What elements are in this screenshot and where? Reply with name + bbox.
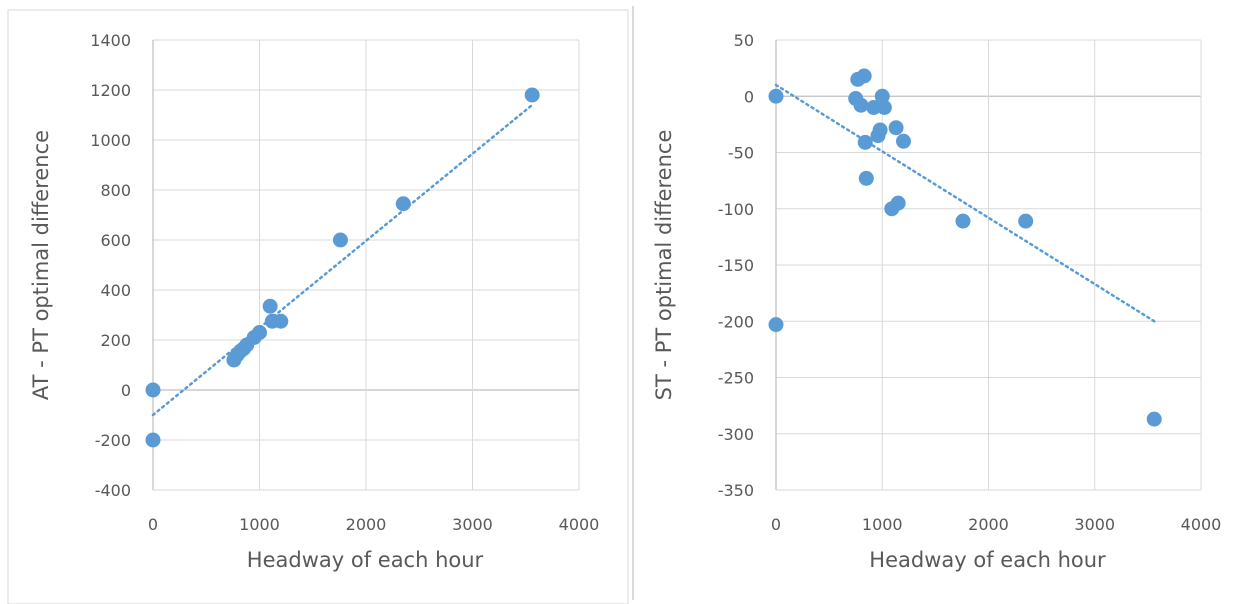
data-point [395, 196, 411, 212]
data-point [1018, 213, 1034, 229]
x-tick-label: 4000 [559, 515, 600, 534]
data-point [768, 88, 784, 104]
data-point [890, 195, 906, 211]
y-tick-label: -200 [718, 312, 754, 331]
data-point [874, 88, 890, 104]
data-point [145, 432, 161, 448]
y-tick-label: -200 [95, 431, 131, 450]
y-axis-title: ST - PT optimal difference [652, 130, 676, 401]
y-tick-label: -100 [718, 200, 754, 219]
data-point [856, 68, 872, 84]
data-point [857, 134, 873, 150]
x-axis-title: Headway of each hour [247, 548, 484, 572]
y-tick-label: -300 [718, 425, 754, 444]
data-point [866, 100, 882, 115]
y-tick-label: 200 [100, 331, 131, 350]
x-axis-title: Headway of each hour [869, 548, 1106, 572]
x-tick-label: 2000 [346, 515, 387, 534]
data-point [876, 100, 892, 115]
x-tick-label: 0 [148, 515, 158, 534]
x-tick-label: 1000 [239, 515, 280, 534]
x-tick-label: 3000 [1074, 515, 1115, 534]
x-tick-label: 3000 [452, 515, 493, 534]
data-point [853, 97, 869, 113]
y-axis-title: AT - PT optimal difference [29, 130, 53, 400]
data-point [524, 87, 540, 103]
y-tick-label: -150 [718, 256, 754, 275]
y-tick-label: -50 [728, 144, 754, 163]
trend-line [151, 103, 534, 417]
y-tick-label: 0 [121, 381, 131, 400]
y-tick-label: -350 [718, 481, 754, 500]
data-point [896, 133, 911, 149]
data-point [768, 317, 784, 333]
y-tick-label: 1000 [90, 131, 131, 150]
data-point [888, 120, 904, 136]
data-point [273, 313, 289, 329]
data-point [858, 170, 874, 186]
right-scatter-panel: 50 0 -50 -100 -150 -200 -250 -300 -350 0 1000 2000 3… [652, 31, 1221, 572]
x-tick-label: 4000 [1181, 515, 1222, 534]
trend-line [774, 83, 1156, 323]
x-tick-label: 1000 [862, 515, 903, 534]
data-point [252, 325, 267, 340]
data-point [1146, 411, 1162, 427]
chart-frame [7, 9, 629, 604]
y-tick-label: 1200 [90, 81, 131, 100]
y-tick-label: 600 [100, 231, 131, 250]
x-tick-label: 2000 [968, 515, 1009, 534]
y-tick-label: 400 [100, 281, 131, 300]
y-tick-label: 1400 [90, 31, 131, 50]
y-tick-label: 0 [744, 87, 754, 106]
x-tick-label: 0 [771, 515, 781, 534]
y-tick-label: 800 [100, 181, 131, 200]
data-point [332, 232, 348, 248]
left-scatter-panel: -400 -200 0 200 400 600 800 1000 1200 1400 0 1000 20… [7, 9, 629, 604]
y-tick-label: 50 [734, 31, 754, 50]
data-point [872, 122, 888, 138]
y-tick-label: -250 [718, 369, 754, 388]
data-point [262, 298, 278, 314]
y-tick-label: -400 [95, 481, 131, 500]
data-point [145, 382, 161, 398]
data-point [955, 213, 971, 229]
